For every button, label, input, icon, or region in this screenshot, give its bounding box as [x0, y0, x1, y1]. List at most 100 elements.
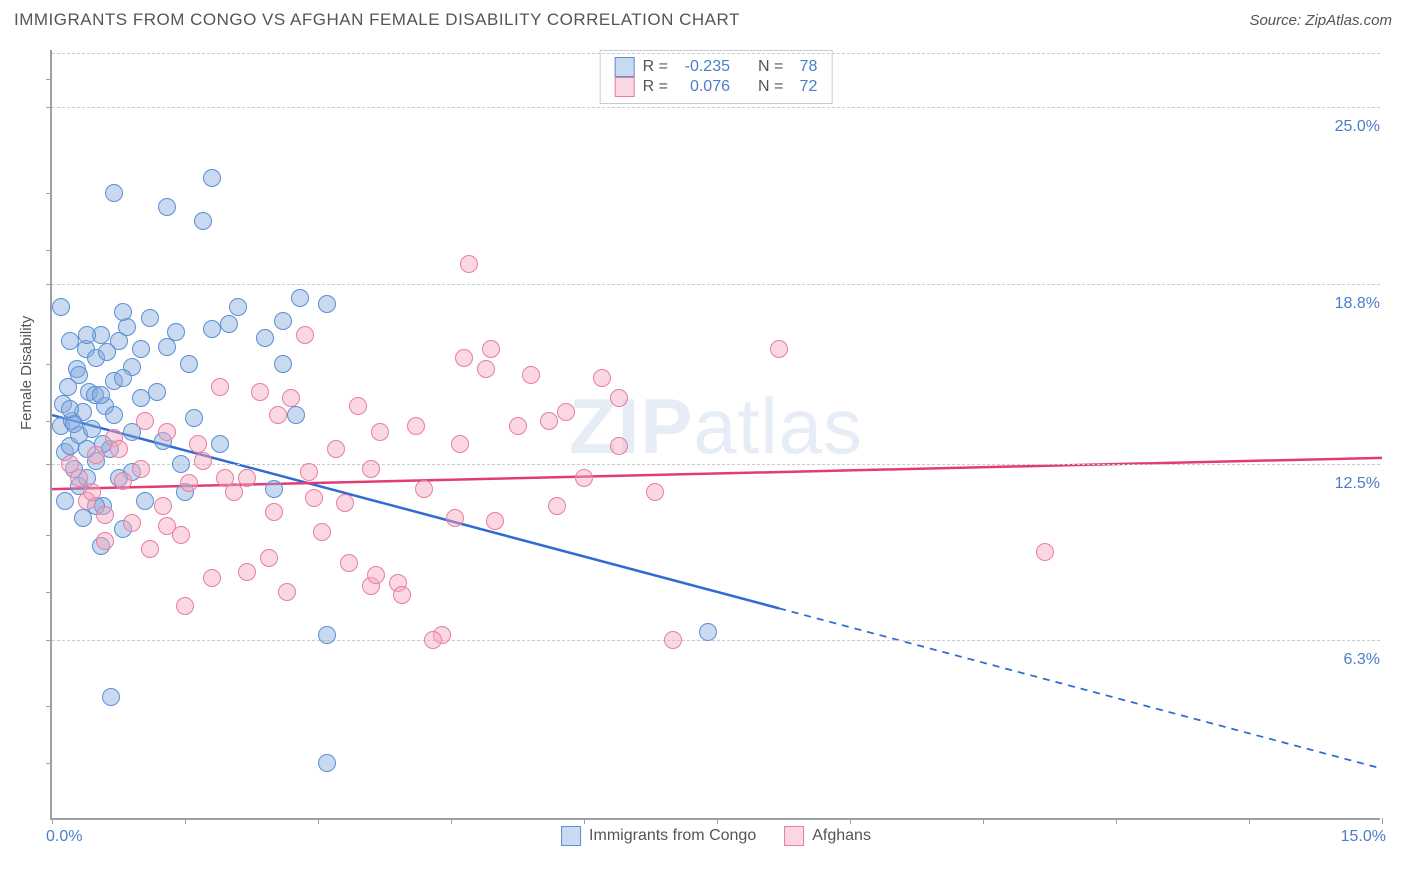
- scatter-point-afghans: [180, 474, 198, 492]
- scatter-point-afghans: [362, 460, 380, 478]
- scatter-point-afghans: [486, 512, 504, 530]
- scatter-point-afghans: [123, 514, 141, 532]
- x-tick-mark: [717, 818, 718, 824]
- scatter-point-afghans: [393, 586, 411, 604]
- y-tick-mark: [46, 706, 52, 707]
- scatter-point-congo: [148, 383, 166, 401]
- scatter-point-congo: [78, 326, 96, 344]
- scatter-point-afghans: [96, 506, 114, 524]
- y-tick-mark: [46, 592, 52, 593]
- scatter-point-congo: [61, 400, 79, 418]
- scatter-point-afghans: [136, 412, 154, 430]
- scatter-point-congo: [229, 298, 247, 316]
- scatter-point-congo: [61, 332, 79, 350]
- scatter-point-congo: [105, 406, 123, 424]
- scatter-point-congo: [92, 386, 110, 404]
- swatch-afghans: [615, 77, 635, 97]
- scatter-point-congo: [274, 312, 292, 330]
- y-tick-mark: [46, 763, 52, 764]
- scatter-point-congo: [318, 626, 336, 644]
- legend-row-congo: R = -0.235N = 78: [615, 57, 818, 77]
- scatter-point-afghans: [278, 583, 296, 601]
- scatter-point-afghans: [216, 469, 234, 487]
- scatter-point-congo: [318, 754, 336, 772]
- scatter-point-afghans: [305, 489, 323, 507]
- scatter-point-afghans: [451, 435, 469, 453]
- legend-item-congo: Immigrants from Congo: [561, 826, 756, 846]
- scatter-point-congo: [102, 688, 120, 706]
- scatter-point-afghans: [154, 497, 172, 515]
- y-tick-label: 6.3%: [1340, 651, 1384, 669]
- scatter-point-congo: [98, 343, 116, 361]
- scatter-point-congo: [265, 480, 283, 498]
- scatter-point-afghans: [770, 340, 788, 358]
- scatter-point-afghans: [238, 469, 256, 487]
- scatter-point-afghans: [61, 455, 79, 473]
- scatter-point-afghans: [1036, 543, 1054, 561]
- legend-series-label: Afghans: [812, 827, 871, 845]
- scatter-point-congo: [699, 623, 717, 641]
- scatter-point-afghans: [158, 423, 176, 441]
- scatter-point-afghans: [482, 340, 500, 358]
- scatter-point-congo: [172, 455, 190, 473]
- source-attribution: Source: ZipAtlas.com: [1249, 12, 1392, 29]
- scatter-point-afghans: [477, 360, 495, 378]
- scatter-point-afghans: [593, 369, 611, 387]
- scatter-point-afghans: [110, 440, 128, 458]
- y-tick-mark: [46, 284, 52, 285]
- scatter-point-afghans: [194, 452, 212, 470]
- scatter-point-afghans: [114, 472, 132, 490]
- chart-title: IMMIGRANTS FROM CONGO VS AFGHAN FEMALE D…: [14, 10, 740, 30]
- legend-r-value: -0.235: [676, 58, 730, 76]
- x-tick-mark: [52, 818, 53, 824]
- scatter-plot-area: ZIPatlas R = -0.235N = 78R = 0.076N = 72…: [50, 50, 1380, 820]
- regression-line-congo-extrapolated: [779, 608, 1382, 768]
- scatter-point-afghans: [96, 532, 114, 550]
- scatter-point-congo: [194, 212, 212, 230]
- scatter-point-afghans: [87, 446, 105, 464]
- scatter-point-congo: [132, 340, 150, 358]
- scatter-point-afghans: [296, 326, 314, 344]
- scatter-point-afghans: [424, 631, 442, 649]
- scatter-point-afghans: [141, 540, 159, 558]
- scatter-point-afghans: [211, 378, 229, 396]
- scatter-point-afghans: [557, 403, 575, 421]
- gridline: [52, 53, 1380, 54]
- scatter-point-afghans: [203, 569, 221, 587]
- scatter-point-afghans: [446, 509, 464, 527]
- y-tick-mark: [46, 421, 52, 422]
- scatter-point-afghans: [260, 549, 278, 567]
- x-tick-mark: [983, 818, 984, 824]
- gridline: [52, 107, 1380, 108]
- scatter-point-afghans: [327, 440, 345, 458]
- scatter-point-afghans: [610, 437, 628, 455]
- scatter-point-afghans: [83, 483, 101, 501]
- y-tick-label: 12.5%: [1331, 475, 1384, 493]
- legend-n-label: N =: [758, 78, 783, 96]
- scatter-point-afghans: [158, 517, 176, 535]
- y-tick-mark: [46, 535, 52, 536]
- scatter-point-afghans: [522, 366, 540, 384]
- scatter-point-congo: [105, 184, 123, 202]
- scatter-point-afghans: [548, 497, 566, 515]
- scatter-point-congo: [291, 289, 309, 307]
- scatter-point-congo: [141, 309, 159, 327]
- y-tick-label: 18.8%: [1331, 295, 1384, 313]
- scatter-point-afghans: [460, 255, 478, 273]
- scatter-point-congo: [56, 492, 74, 510]
- x-tick-mark: [1249, 818, 1250, 824]
- legend-r-label: R =: [643, 58, 668, 76]
- scatter-point-afghans: [340, 554, 358, 572]
- x-tick-mark: [584, 818, 585, 824]
- scatter-point-congo: [70, 366, 88, 384]
- scatter-point-afghans: [407, 417, 425, 435]
- scatter-point-afghans: [176, 597, 194, 615]
- y-tick-label: 25.0%: [1331, 118, 1384, 136]
- legend-row-afghans: R = 0.076N = 72: [615, 77, 818, 97]
- swatch-congo: [615, 57, 635, 77]
- x-axis-min-label: 0.0%: [46, 828, 82, 846]
- scatter-point-afghans: [509, 417, 527, 435]
- scatter-point-afghans: [282, 389, 300, 407]
- scatter-point-afghans: [646, 483, 664, 501]
- x-tick-mark: [185, 818, 186, 824]
